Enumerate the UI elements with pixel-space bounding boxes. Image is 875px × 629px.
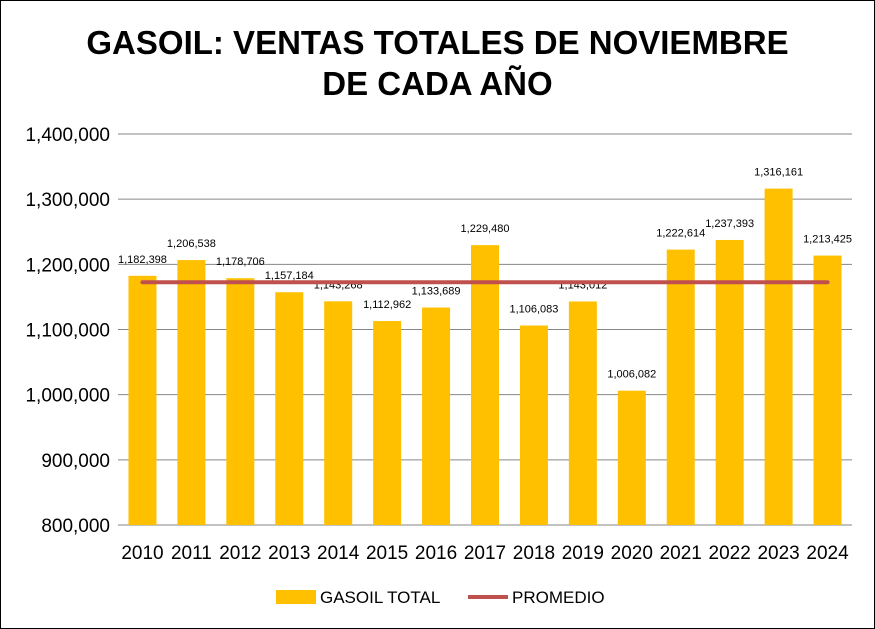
chart-title-line1: GASOIL: VENTAS TOTALES DE NOVIEMBRE [86,24,789,61]
x-tick-label: 2021 [660,543,702,564]
x-tick-label: 2024 [806,543,849,564]
bar-2016 [422,307,451,525]
legend-label-promedio: PROMEDIO [512,588,605,607]
x-tick-label: 2016 [415,543,457,564]
chart-title-line2: DE CADA AÑO [322,65,553,102]
data-label-2021: 1,222,614 [656,228,705,240]
data-label-2020: 1,006,082 [607,369,656,381]
bar-2013 [275,292,304,525]
x-tick-label: 2010 [121,543,163,564]
y-tick-label: 800,000 [41,516,110,537]
bar-2017 [471,245,499,525]
bar-2012 [226,278,255,525]
y-tick-label: 1,100,000 [25,321,110,342]
y-tick-label: 1,200,000 [25,255,110,276]
y-tick-label: 1,300,000 [25,190,110,211]
y-tick-label: 900,000 [41,451,110,472]
data-label-2012: 1,178,706 [216,256,265,268]
bar-2015 [373,321,402,525]
x-tick-label: 2017 [464,543,506,564]
x-tick-label: 2011 [171,543,212,564]
data-label-2018: 1,106,083 [509,304,558,316]
x-tick-label: 2023 [757,543,799,564]
data-label-2016: 1,133,689 [412,286,461,298]
bar-2011 [177,260,206,525]
chart-title: GASOIL: VENTAS TOTALES DE NOVIEMBRE DE C… [0,22,875,104]
data-label-2010: 1,182,398 [118,254,167,266]
bar-2018 [519,325,548,525]
legend-swatch-gasoil-total [276,590,316,604]
x-tick-label: 2018 [513,543,555,564]
data-label-2017: 1,229,480 [461,223,510,235]
data-label-2023: 1,316,161 [754,167,803,179]
x-tick-label: 2019 [562,543,604,564]
x-tick-label: 2013 [268,543,310,564]
x-tick-label: 2014 [317,543,360,564]
data-label-2013: 1,157,184 [265,270,314,282]
y-tick-label: 1,400,000 [25,125,110,146]
data-label-2022: 1,237,393 [705,218,754,230]
x-tick-label: 2015 [366,543,408,564]
bar-2019 [568,301,597,525]
bar-2010 [128,275,157,525]
data-label-2015: 1,112,962 [363,299,411,311]
legend-label-gasoil-total: GASOIL TOTAL [320,588,440,607]
bar-2022 [715,239,744,525]
bar-2024 [813,255,842,525]
bar-2014 [324,301,353,525]
x-tick-label: 2020 [611,543,653,564]
data-label-2024: 1,213,425 [803,234,852,246]
bar-2023 [764,188,793,526]
data-label-2011: 1,206,538 [167,238,216,250]
y-tick-label: 1,000,000 [25,386,110,407]
bar-2020 [617,390,646,525]
bar-2021 [666,249,695,525]
x-tick-label: 2012 [219,543,261,564]
x-tick-label: 2022 [709,543,751,564]
